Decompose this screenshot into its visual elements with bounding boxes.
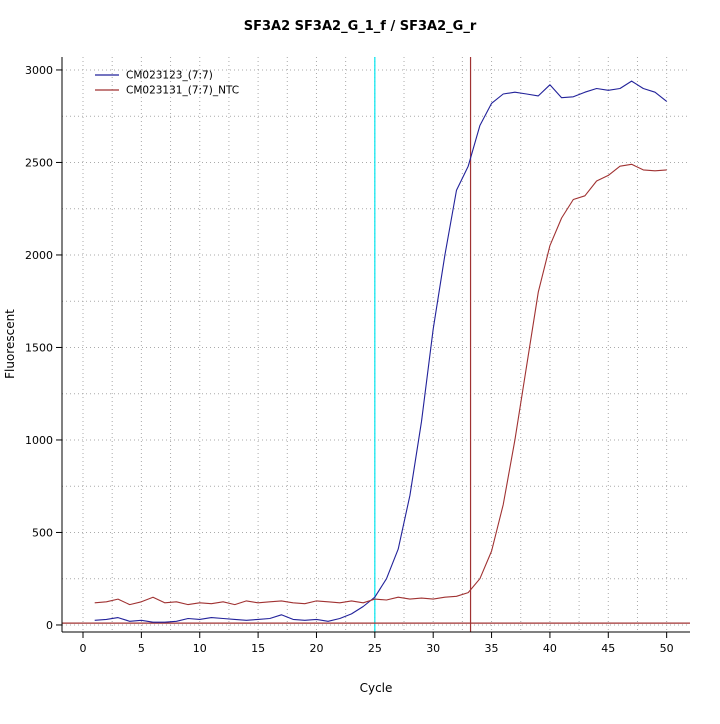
x-tick-label: 35 bbox=[485, 642, 499, 655]
series-line-1 bbox=[94, 163, 667, 606]
legend-entry-label: CM023123_(7:7) bbox=[126, 70, 213, 82]
y-tick-label: 3000 bbox=[25, 64, 53, 77]
x-tick-label: 5 bbox=[138, 642, 145, 655]
y-tick-label: 2500 bbox=[25, 156, 53, 169]
x-tick-label: 45 bbox=[601, 642, 615, 655]
y-tick-label: 0 bbox=[46, 619, 53, 632]
x-tick-label: 30 bbox=[426, 642, 440, 655]
x-tick-label: 0 bbox=[80, 642, 87, 655]
x-tick-label: 40 bbox=[543, 642, 557, 655]
x-axis-label: Cycle bbox=[360, 681, 393, 695]
y-tick-label: 500 bbox=[32, 526, 53, 539]
y-tick-label: 2000 bbox=[25, 249, 53, 262]
chart-layers: 0 5 10 15 20 25 30 35 40 45 5005001000150020002500… bbox=[25, 57, 690, 655]
chart-title: SF3A2 SF3A2_G_1_f / SF3A2_G_r bbox=[244, 19, 477, 34]
x-tick-label: 25 bbox=[368, 642, 382, 655]
y-axis-label: Fluorescent bbox=[3, 309, 17, 379]
y-tick-label: 1500 bbox=[25, 341, 53, 354]
y-tick-label: 1000 bbox=[25, 434, 53, 447]
x-tick-label: 50 bbox=[660, 642, 674, 655]
x-tick-label: 20 bbox=[309, 642, 323, 655]
series-line-0 bbox=[94, 80, 668, 623]
x-tick-label: 15 bbox=[251, 642, 265, 655]
legend-entry-label: CM023131_(7:7)_NTC bbox=[126, 85, 239, 97]
x-tick-label: 10 bbox=[193, 642, 207, 655]
